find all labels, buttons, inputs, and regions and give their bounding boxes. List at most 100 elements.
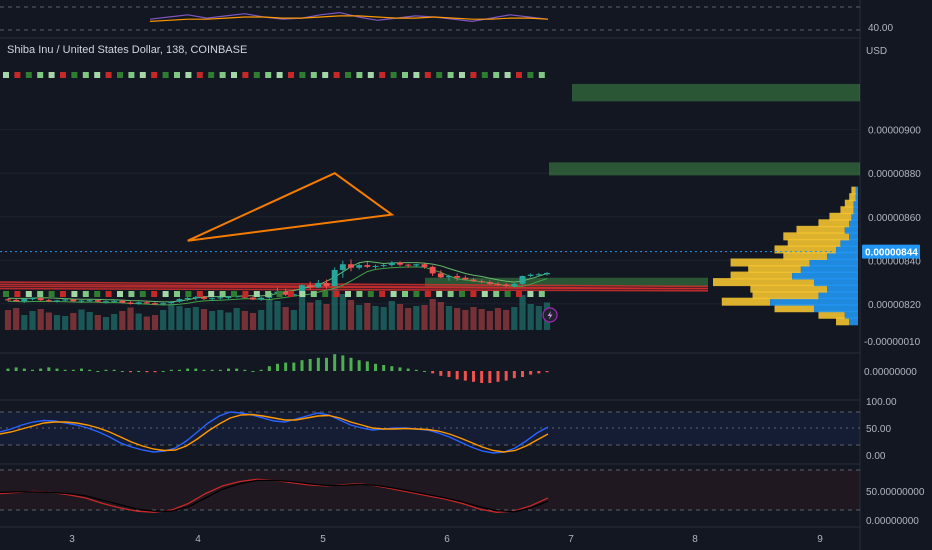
candle (429, 265, 436, 276)
candle (70, 298, 77, 302)
volume-profile-bar-sell (844, 225, 858, 234)
candle (184, 296, 191, 301)
histogram-bar (488, 371, 492, 383)
rsi-panel: 50.00000000 0.00000000 (0, 469, 925, 527)
candle-body (315, 282, 322, 288)
candle-body (152, 303, 158, 305)
candle-body (511, 283, 518, 287)
support-line-3 (0, 287, 709, 292)
volume-bar (151, 315, 159, 330)
signal-dot-bottom (379, 291, 386, 297)
candle (486, 280, 493, 286)
signal-dot-top (196, 72, 203, 78)
candle-body (299, 285, 305, 295)
volume-bar (127, 307, 134, 330)
signal-dot-top (470, 72, 477, 78)
candle-body (192, 297, 199, 299)
histogram-bar (341, 355, 345, 371)
candle-body (544, 272, 550, 275)
signal-dot-top (504, 72, 511, 78)
x-tick-label: 7 (568, 534, 574, 545)
signal-dot-top (322, 72, 329, 78)
signal-dot-bottom (413, 291, 420, 297)
histogram-bar (267, 366, 271, 371)
signal-dot-bottom (447, 291, 454, 297)
signal-dot-bottom (424, 291, 431, 297)
candle (37, 297, 44, 301)
signal-dot-bottom (162, 291, 169, 297)
signal-dot-top (162, 72, 169, 78)
volume-bar (511, 307, 518, 330)
histogram-bar (259, 369, 263, 371)
signal-dot-bottom (516, 291, 522, 297)
signal-dot-top (379, 72, 386, 78)
signal-dot-top (128, 72, 135, 78)
candle-body (13, 299, 20, 302)
volume-profile-bar-sell (827, 251, 858, 260)
histogram-bar (374, 363, 377, 371)
histogram-bar (210, 369, 214, 371)
signal-dot-bottom (3, 291, 9, 297)
signal-dot-bottom (356, 291, 363, 297)
candle (209, 297, 216, 301)
volume-bar (111, 314, 118, 330)
x-tick-label: 8 (692, 534, 698, 545)
signal-dot-bottom (37, 291, 44, 297)
candle-body (380, 265, 387, 267)
candle-body (111, 300, 118, 302)
candle (348, 259, 354, 272)
panel-separators (0, 0, 861, 550)
lightning-icon[interactable] (542, 307, 558, 323)
candle-body (397, 262, 403, 265)
candle (13, 298, 20, 302)
volume-bar (13, 308, 20, 330)
volume-profile-bar-sell (855, 193, 858, 202)
price-y-tick-4: 0.00000820 (868, 300, 921, 311)
support-line-0 (0, 281, 709, 288)
candle (201, 296, 207, 300)
signal-dot-bottom (504, 291, 511, 297)
histogram-bar (480, 371, 484, 383)
volume-bar (356, 305, 363, 330)
candle (331, 267, 338, 287)
volume-bar (217, 310, 224, 330)
signal-dot-bottom (117, 291, 123, 297)
volume-profile-bar-sell (851, 212, 858, 221)
volume-bar (347, 300, 355, 330)
candle (446, 274, 452, 281)
candle (86, 299, 93, 302)
signal-dot-top (82, 72, 89, 78)
signal-dot-bottom (470, 291, 477, 297)
volume-profile-bar-sell (849, 219, 858, 228)
candle-body (258, 297, 265, 300)
histogram-bar (537, 371, 541, 374)
candle-body (331, 269, 338, 287)
volume-profile-bar-buy (796, 225, 845, 234)
signal-dot-bottom (459, 291, 465, 297)
signal-dot-top (447, 72, 454, 78)
histogram-bar (218, 369, 222, 371)
last-price-tag (862, 244, 920, 259)
candle (307, 281, 314, 290)
candle (176, 298, 183, 303)
stochastic-y-tick-0: 0.00 (866, 451, 886, 462)
signal-dot-top (94, 72, 101, 78)
histogram-bar (39, 368, 43, 371)
candle-body (184, 297, 191, 300)
candle-body (119, 300, 126, 303)
signal-dot-top (231, 72, 237, 78)
candle-body (54, 300, 60, 302)
histogram-bar (447, 371, 451, 377)
volume-profile-bar-buy (730, 258, 810, 267)
signal-dot-bottom (185, 291, 192, 297)
volume-profile-bar-buy (829, 212, 852, 221)
histogram-bar (529, 371, 533, 375)
signal-dot-top (25, 72, 32, 78)
signal-dot-bottom (139, 291, 146, 297)
histogram-bar (161, 371, 165, 372)
top-oscillator-line-1 (149, 15, 549, 22)
histogram-bar (243, 369, 247, 371)
signal-dot-bottom (25, 291, 32, 297)
candle (356, 263, 363, 270)
